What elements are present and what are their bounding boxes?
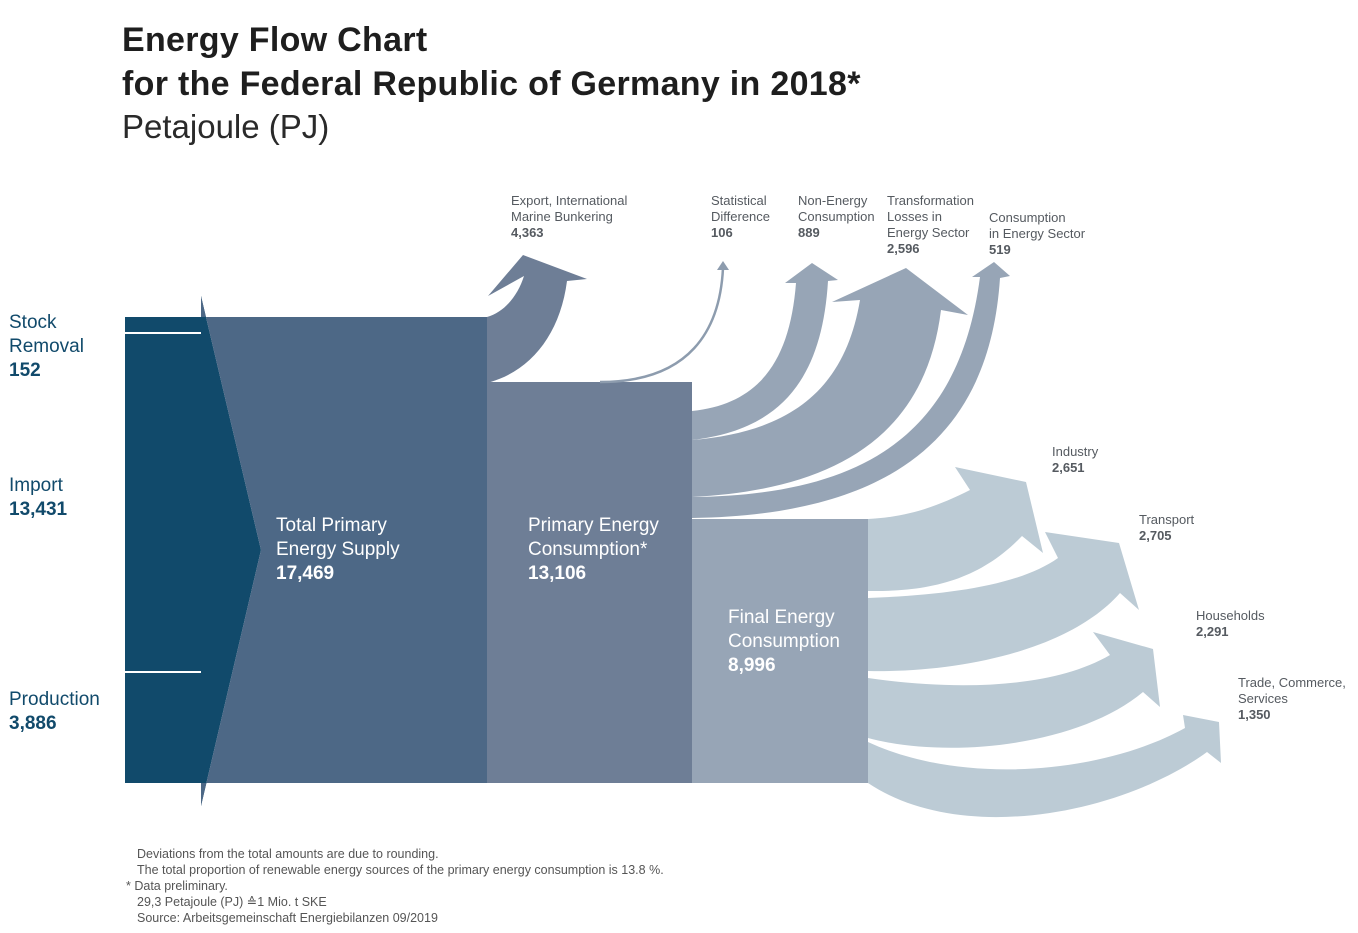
output-non-energy-label: Non-Energy Consumption (798, 193, 875, 224)
node-primary-supply: Total Primary Energy Supply 17,469 (276, 514, 400, 586)
statistical-difference-arrowhead (717, 261, 729, 270)
output-trade: Trade, Commerce, Services 1,350 (1238, 675, 1346, 723)
output-transport: Transport 2,705 (1139, 512, 1194, 544)
node-primary-consumption-label: Primary Energy Consumption* (528, 515, 659, 560)
primary-supply-block (201, 296, 487, 806)
node-primary-supply-label: Total Primary Energy Supply (276, 515, 400, 560)
output-energy-sector-value: 519 (989, 242, 1011, 257)
final-consumption-block (692, 519, 868, 783)
input-import-label: Import (9, 475, 63, 496)
transformation-losses-arrow (692, 268, 968, 497)
footnote-rounding: Deviations from the total amounts are du… (137, 847, 439, 861)
chart-title: Energy Flow Chart for the Federal Republ… (122, 18, 861, 106)
input-import: Import 13,431 (9, 474, 67, 522)
statistical-difference-arrow (599, 267, 725, 384)
node-primary-consumption: Primary Energy Consumption* 13,106 (528, 514, 659, 586)
footnote-source: Source: Arbeitsgemeinschaft Energiebilan… (137, 911, 438, 925)
output-non-energy-value: 889 (798, 225, 820, 240)
input-flow-block (125, 296, 261, 806)
node-final-consumption-label: Final Energy Consumption (728, 607, 840, 652)
primary-consumption-block (487, 382, 692, 783)
output-export-label: Export, International Marine Bunkering (511, 193, 628, 224)
output-non-energy: Non-Energy Consumption 889 (798, 193, 875, 241)
output-households-label: Households (1196, 608, 1265, 623)
footnote-preliminary: * Data preliminary. (126, 879, 228, 893)
footnotes: Deviations from the total amounts are du… (126, 846, 664, 926)
export-arrow (487, 255, 587, 383)
output-statistical-difference-label: Statistical Difference (711, 193, 771, 224)
node-final-consumption: Final Energy Consumption 8,996 (728, 606, 840, 678)
chart-title-line1: Energy Flow Chart (122, 21, 428, 59)
output-statistical-difference: Statistical Difference 106 (711, 193, 770, 241)
output-energy-sector: Consumption in Energy Sector 519 (989, 210, 1085, 258)
input-stock-removal-label: Stock Removal (9, 312, 84, 357)
energy-sector-arrow (692, 262, 1010, 518)
input-stock-removal-value: 152 (9, 360, 41, 381)
footnote-conversion: 29,3 Petajoule (PJ) ≙1 Mio. t SKE (137, 895, 327, 909)
chart-unit: Petajoule (PJ) (122, 108, 330, 145)
input-production: Production 3,886 (9, 688, 100, 736)
output-transport-label: Transport (1139, 512, 1195, 527)
input-production-value: 3,886 (9, 713, 57, 734)
transport-arrow (868, 532, 1139, 672)
output-industry: Industry 2,651 (1052, 444, 1098, 476)
trade-arrow (868, 715, 1221, 818)
node-final-consumption-value: 8,996 (728, 655, 776, 676)
non-energy-arrow (692, 263, 838, 440)
output-export-value: 4,363 (511, 225, 544, 240)
output-transformation-losses-label: Transformation Losses in Energy Sector (887, 193, 974, 240)
output-export: Export, International Marine Bunkering 4… (511, 193, 627, 241)
output-transport-value: 2,705 (1139, 528, 1172, 543)
output-trade-value: 1,350 (1238, 707, 1271, 722)
output-industry-label: Industry (1052, 444, 1099, 459)
output-industry-value: 2,651 (1052, 460, 1085, 475)
footnote-renewables: The total proportion of renewable energy… (137, 863, 664, 877)
input-production-label: Production (9, 689, 100, 710)
output-households: Households 2,291 (1196, 608, 1265, 640)
output-households-value: 2,291 (1196, 624, 1229, 639)
output-statistical-difference-value: 106 (711, 225, 733, 240)
households-arrow (868, 632, 1160, 748)
output-transformation-losses-value: 2,596 (887, 241, 920, 256)
output-trade-label: Trade, Commerce, Services (1238, 675, 1346, 706)
input-stock-removal: Stock Removal 152 (9, 311, 84, 383)
node-primary-consumption-value: 13,106 (528, 563, 587, 584)
chart-title-line2: for the Federal Republic of Germany in 2… (122, 65, 861, 103)
input-import-value: 13,431 (9, 499, 68, 520)
output-transformation-losses: Transformation Losses in Energy Sector 2… (887, 193, 974, 257)
industry-arrow (868, 467, 1043, 592)
node-primary-supply-value: 17,469 (276, 563, 335, 584)
output-energy-sector-label: Consumption in Energy Sector (989, 210, 1086, 241)
